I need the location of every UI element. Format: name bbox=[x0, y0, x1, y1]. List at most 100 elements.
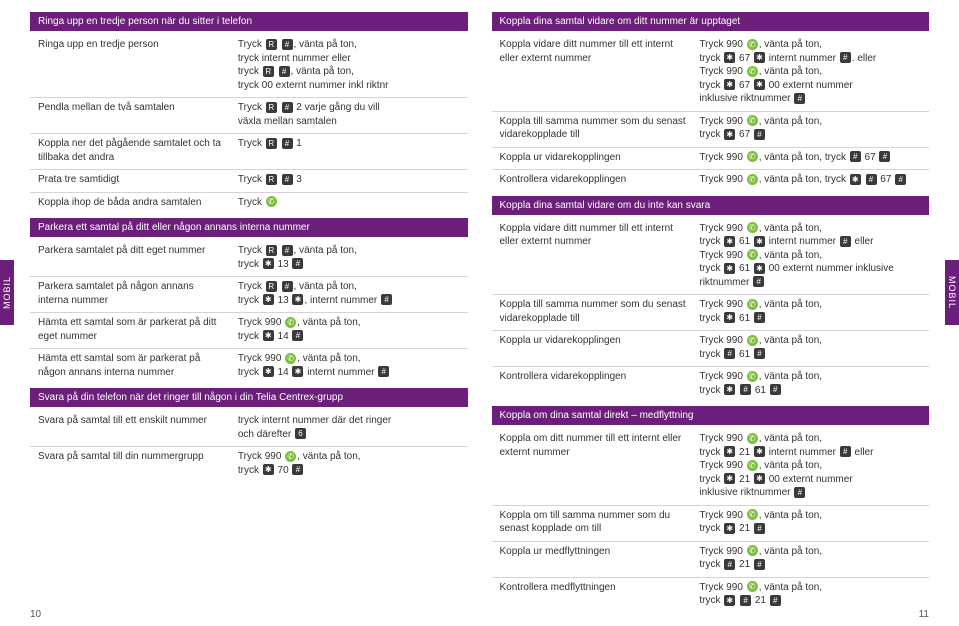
instruction-label: Kontrollera vidarekopplingen bbox=[500, 173, 694, 187]
hash-icon: # bbox=[850, 151, 861, 162]
star-icon: ✱ bbox=[724, 595, 735, 606]
instruction-steps: Tryck 990 ✆, vänta på ton,tryck ✱ 70 # bbox=[238, 450, 460, 477]
instruction-row: Svara på samtal till din nummergruppTryc… bbox=[30, 447, 468, 482]
star-icon: ✱ bbox=[850, 174, 861, 185]
phone-icon: ✆ bbox=[747, 151, 758, 162]
hash-icon: # bbox=[754, 523, 765, 534]
star-icon: ✱ bbox=[292, 294, 303, 305]
instruction-row: Koppla ur vidarekopplingen Tryck 990 ✆, v… bbox=[492, 148, 930, 171]
phone-icon: ✆ bbox=[747, 174, 758, 185]
star-icon: ✱ bbox=[754, 446, 765, 457]
hash-icon: # bbox=[879, 151, 890, 162]
instruction-row: Hämta ett samtal som är parkerat på ditt… bbox=[30, 313, 468, 349]
instruction-label: Koppla vidare ditt nummer till ett inter… bbox=[500, 38, 694, 106]
hash-icon: # bbox=[282, 245, 293, 256]
phone-icon: ✆ bbox=[285, 317, 296, 328]
star-icon: ✱ bbox=[754, 263, 765, 274]
hash-icon: # bbox=[754, 559, 765, 570]
star-icon: ✱ bbox=[724, 312, 735, 323]
instruction-steps: Tryck 990 ✆, vänta på ton,tryck ✱ 67 ✱ i… bbox=[699, 38, 921, 106]
hash-icon: # bbox=[292, 464, 303, 475]
phone-icon: ✆ bbox=[747, 509, 758, 520]
instruction-label: Svara på samtal till din nummergrupp bbox=[38, 450, 232, 477]
hash-icon: # bbox=[378, 366, 389, 377]
instruction-steps: Tryck 990 ✆, vänta på ton,tryck # 61 # bbox=[699, 334, 921, 361]
phone-icon: ✆ bbox=[747, 335, 758, 346]
phone-icon: ✆ bbox=[747, 581, 758, 592]
instruction-steps: Tryck 990 ✆, vänta på ton,tryck ✱ # 21 # bbox=[699, 581, 921, 608]
instruction-steps: Tryck 990 ✆, vänta på ton,tryck # 21 # bbox=[699, 545, 921, 572]
instruction-label: Kontrollera vidarekopplingen bbox=[500, 370, 694, 397]
star-icon: ✱ bbox=[263, 366, 274, 377]
side-tab-right: MOBIL bbox=[945, 260, 959, 325]
instruction-row: Koppla om ditt nummer till ett internt e… bbox=[492, 429, 930, 506]
instruction-steps: Tryck R # 1 bbox=[238, 137, 460, 164]
star-icon: ✱ bbox=[292, 366, 303, 377]
star-icon: ✱ bbox=[754, 52, 765, 63]
instruction-steps: Tryck 990 ✆, vänta på ton,tryck ✱ 21 # bbox=[699, 509, 921, 536]
hash-icon: # bbox=[840, 446, 851, 457]
star-icon: ✱ bbox=[263, 258, 274, 269]
instruction-label: Hämta ett samtal som är parkerat på ditt… bbox=[38, 316, 232, 343]
instruction-row: Parkera samtalet på ditt eget nummerTryc… bbox=[30, 241, 468, 277]
instruction-label: Koppla vidare ditt nummer till ett inter… bbox=[500, 222, 694, 290]
instruction-steps: Tryck 990 ✆, vänta på ton,tryck ✱ # 61 # bbox=[699, 370, 921, 397]
hash-icon: # bbox=[292, 258, 303, 269]
instruction-steps: Tryck 990 ✆, vänta på ton, tryck ✱ # 67 … bbox=[699, 173, 921, 187]
hash-icon: # bbox=[753, 276, 764, 287]
hash-icon: # bbox=[740, 595, 751, 606]
instruction-steps: Tryck ✆ bbox=[238, 196, 460, 210]
star-icon: ✱ bbox=[754, 79, 765, 90]
instruction-steps: Tryck R # 3 bbox=[238, 173, 460, 187]
hash-icon: # bbox=[282, 281, 293, 292]
phone-icon: ✆ bbox=[747, 299, 758, 310]
star-icon: ✱ bbox=[724, 523, 735, 534]
star-icon: ✱ bbox=[724, 79, 735, 90]
instruction-row: Koppla ihop de båda andra samtalenTryck … bbox=[30, 193, 468, 215]
instruction-steps: Tryck R #, vänta på ton,tryck ✱ 13 ✱, in… bbox=[238, 280, 460, 307]
star-icon: ✱ bbox=[263, 330, 274, 341]
R-icon: R bbox=[266, 138, 277, 149]
instruction-row: Koppla ur medflyttningenTryck 990 ✆, vän… bbox=[492, 542, 930, 578]
phone-icon: ✆ bbox=[285, 353, 296, 364]
instruction-row: Kontrollera medflyttningenTryck 990 ✆, v… bbox=[492, 578, 930, 613]
phone-icon: ✆ bbox=[747, 371, 758, 382]
instruction-label: Koppla om ditt nummer till ett internt e… bbox=[500, 432, 694, 500]
instruction-label: Svara på samtal till ett enskilt nummer bbox=[38, 414, 232, 441]
instruction-steps: Tryck R #, vänta på ton,tryck ✱ 13 # bbox=[238, 244, 460, 271]
instruction-steps: Tryck R # 2 varje gång du villväxla mell… bbox=[238, 101, 460, 128]
star-icon: ✱ bbox=[724, 384, 735, 395]
section-header: Ringa upp en tredje person när du sitter… bbox=[30, 12, 468, 31]
R-icon: R bbox=[266, 281, 277, 292]
phone-icon: ✆ bbox=[747, 222, 758, 233]
instruction-label: Pendla mellan de två samtalen bbox=[38, 101, 232, 128]
instruction-row: Hämta ett samtal som är parkerat på någo… bbox=[30, 349, 468, 384]
hash-icon: # bbox=[282, 138, 293, 149]
hash-icon: # bbox=[740, 384, 751, 395]
hash-icon: # bbox=[724, 348, 735, 359]
R-icon: R bbox=[266, 102, 277, 113]
instruction-steps: Tryck 990 ✆, vänta på ton,tryck ✱ 61 # bbox=[699, 298, 921, 325]
hash-icon: # bbox=[279, 66, 290, 77]
instruction-label: Koppla ur vidarekopplingen bbox=[500, 151, 694, 165]
instruction-label: Kontrollera medflyttningen bbox=[500, 581, 694, 608]
instruction-label: Parkera samtalet på ditt eget nummer bbox=[38, 244, 232, 271]
hash-icon: # bbox=[754, 348, 765, 359]
instruction-label: Koppla om till samma nummer som du senas… bbox=[500, 509, 694, 536]
page-number-left: 10 bbox=[30, 609, 41, 620]
hash-icon: # bbox=[840, 236, 851, 247]
star-icon: ✱ bbox=[754, 236, 765, 247]
hash-icon: # bbox=[840, 52, 851, 63]
instruction-row: Kontrollera vidarekopplingen Tryck 990 ✆,… bbox=[492, 170, 930, 192]
instruction-steps: Tryck 990 ✆, vänta på ton,tryck ✱ 61 ✱ i… bbox=[699, 222, 921, 290]
star-icon: ✱ bbox=[724, 129, 735, 140]
instruction-label: Prata tre samtidigt bbox=[38, 173, 232, 187]
instruction-steps: Tryck 990 ✆, vänta på ton, tryck # 67 # bbox=[699, 151, 921, 165]
hash-icon: # bbox=[754, 129, 765, 140]
R-icon: R bbox=[266, 245, 277, 256]
instruction-row: Prata tre samtidigt Tryck R # 3 bbox=[30, 170, 468, 193]
instruction-steps: Tryck 990 ✆, vänta på ton,tryck ✱ 67 # bbox=[699, 115, 921, 142]
instruction-label: Koppla ur vidarekopplingen bbox=[500, 334, 694, 361]
section-header: Koppla dina samtal vidare om du inte kan… bbox=[492, 196, 930, 215]
instruction-steps: tryck internt nummer där det ringeroch d… bbox=[238, 414, 460, 441]
